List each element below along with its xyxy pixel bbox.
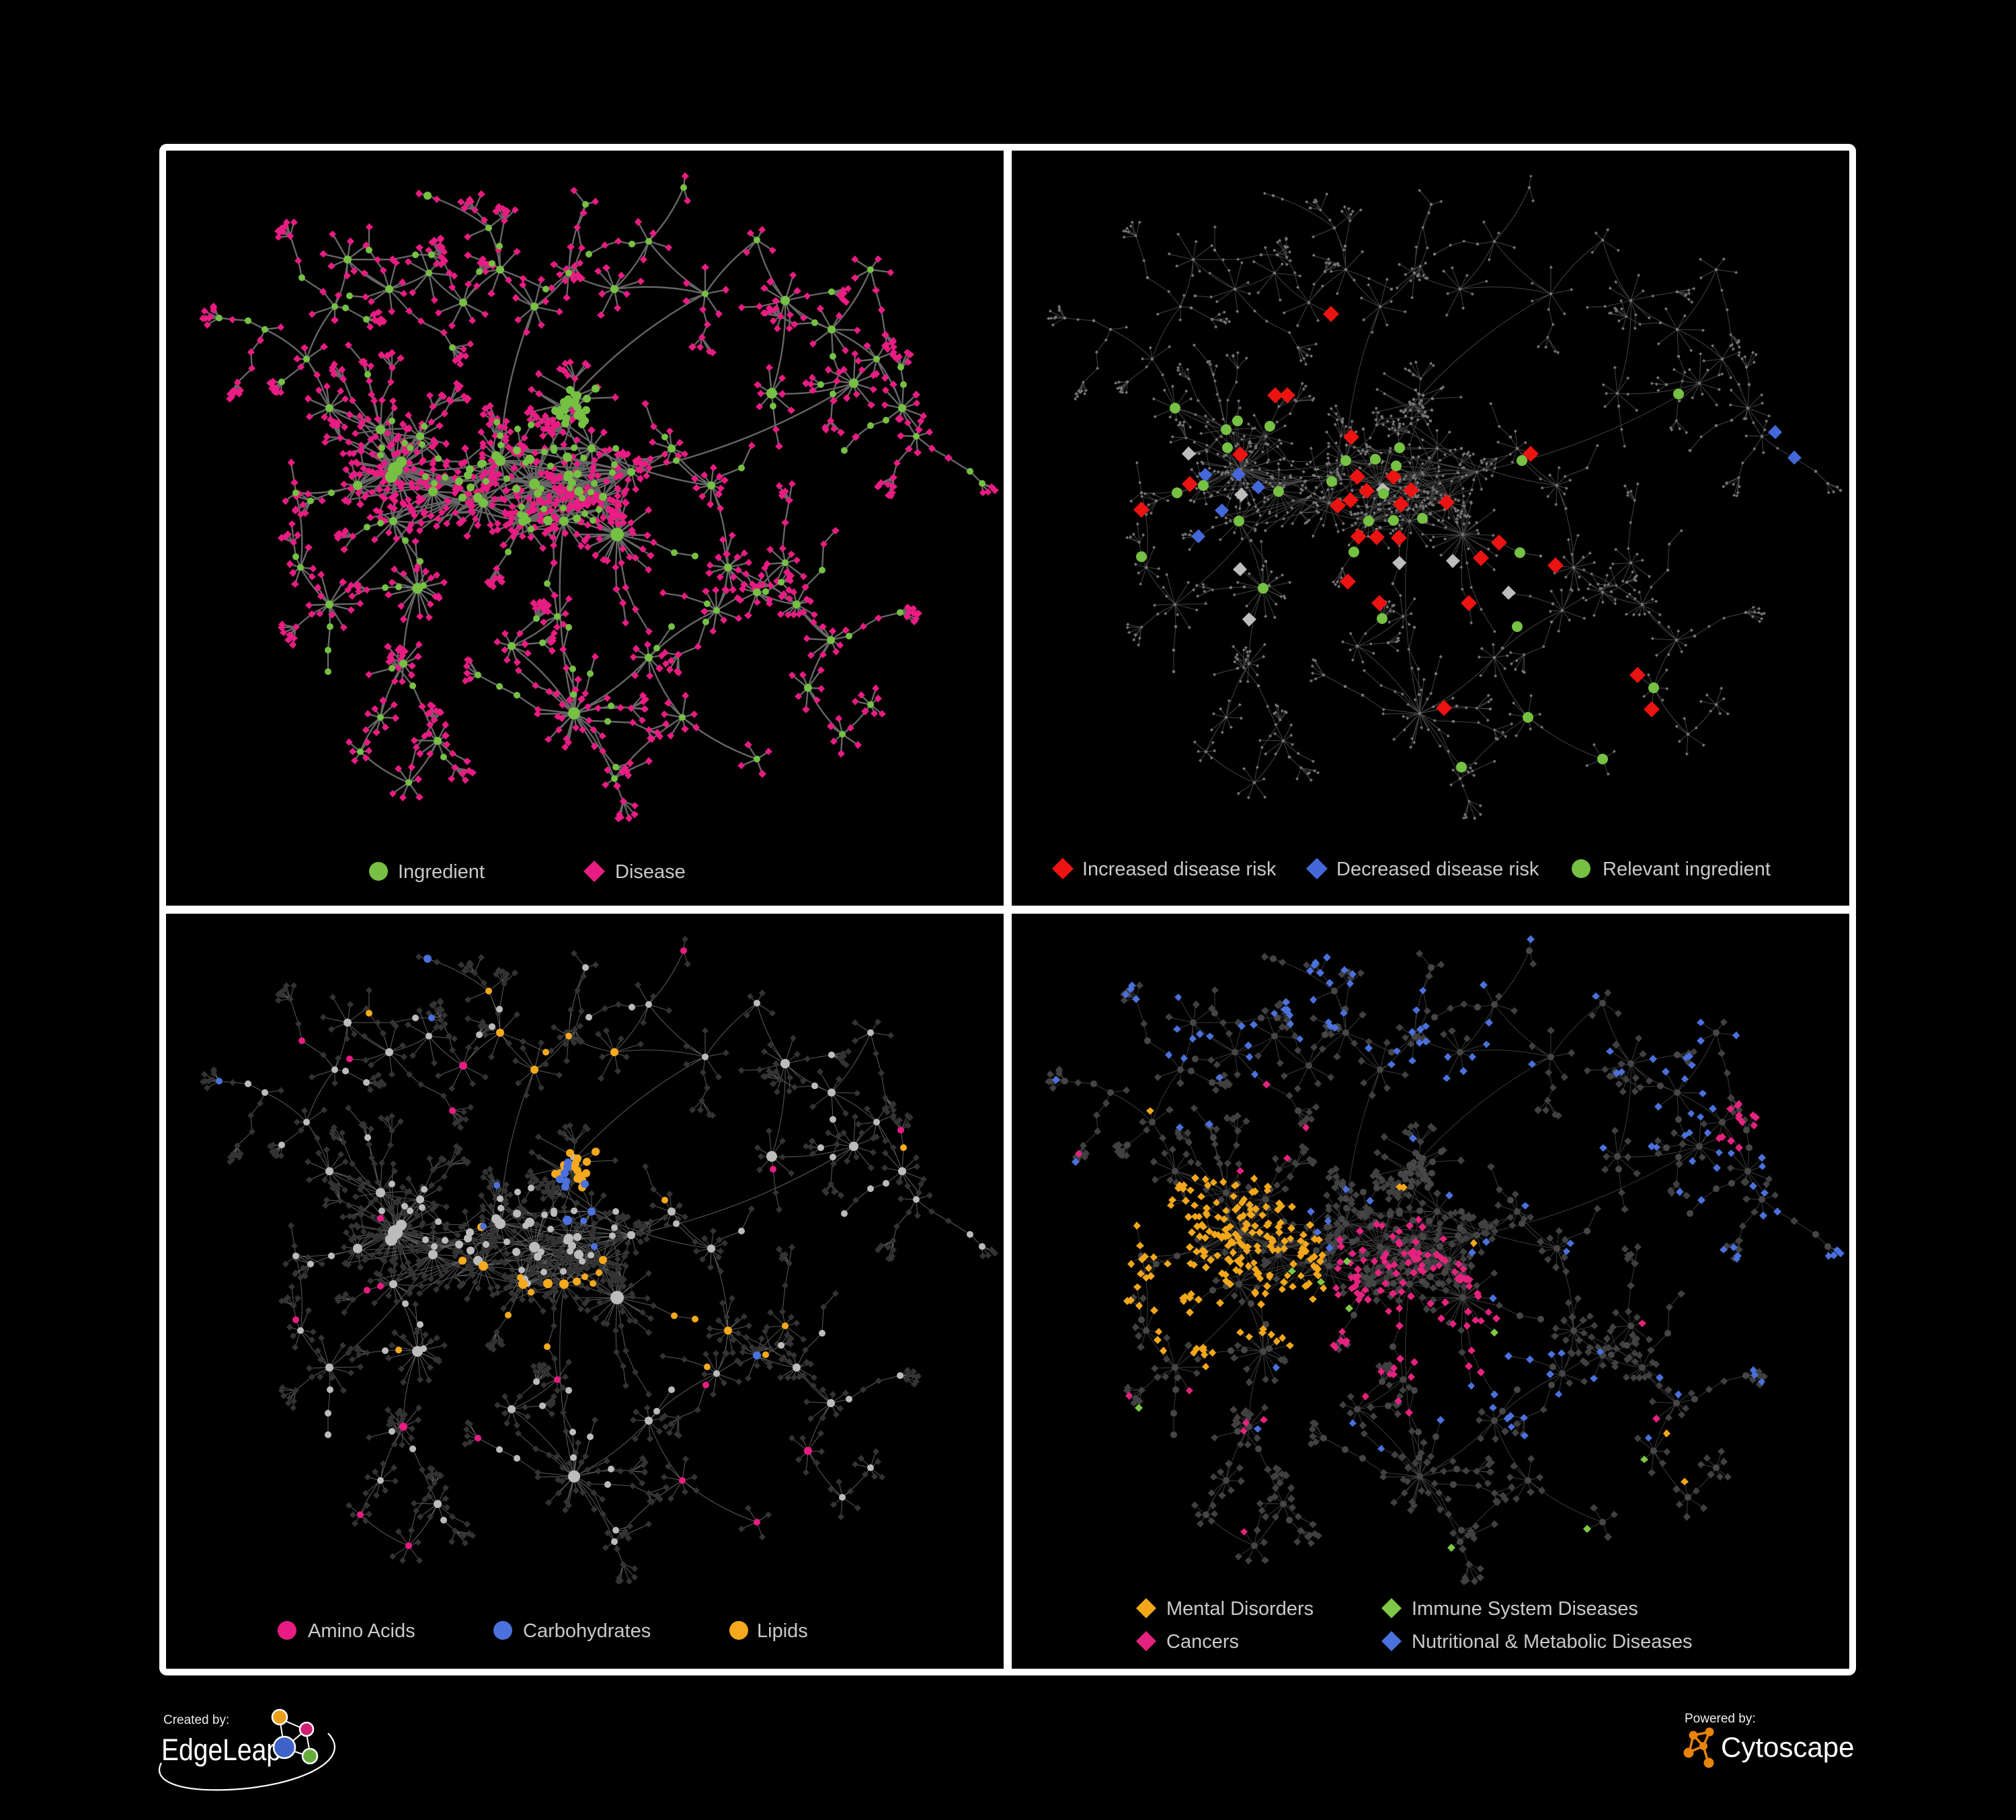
svg-text:Cytoscape: Cytoscape: [1721, 1731, 1854, 1763]
svg-text:Disease: Disease: [615, 861, 686, 883]
svg-text:Increased disease risk: Increased disease risk: [1082, 859, 1277, 880]
svg-text:Ingredient: Ingredient: [398, 861, 485, 883]
svg-text:Powered by:: Powered by:: [1685, 1712, 1756, 1726]
svg-text:EdgeLeap: EdgeLeap: [161, 1733, 281, 1767]
svg-text:Cancers: Cancers: [1166, 1631, 1239, 1653]
svg-text:Lipids: Lipids: [757, 1620, 808, 1642]
svg-text:Mental Disorders: Mental Disorders: [1166, 1598, 1314, 1620]
svg-text:Immune System Diseases: Immune System Diseases: [1412, 1598, 1638, 1620]
svg-text:Nutritional & Metabolic Diseas: Nutritional & Metabolic Diseases: [1412, 1631, 1692, 1653]
svg-text:Created by:: Created by:: [163, 1713, 229, 1727]
svg-text:Relevant ingredient: Relevant ingredient: [1603, 859, 1771, 880]
svg-text:Amino Acids: Amino Acids: [308, 1620, 415, 1642]
svg-text:Carbohydrates: Carbohydrates: [523, 1620, 651, 1642]
svg-text:Decreased disease risk: Decreased disease risk: [1336, 859, 1539, 880]
